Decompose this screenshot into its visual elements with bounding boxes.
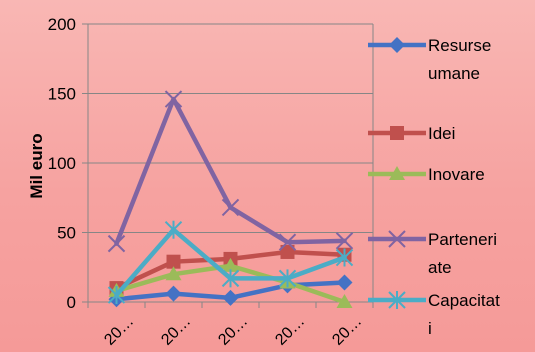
legend-label: ate — [428, 258, 452, 277]
data-point-idei — [280, 244, 295, 259]
data-point-parteneriate — [335, 232, 354, 250]
y-axis: 0 50 100 150 200 — [48, 15, 373, 312]
legend-label: Idei — [428, 124, 455, 143]
data-point-parteneriate — [278, 233, 297, 251]
x-marker-stroke — [164, 90, 183, 108]
data-point-capacitati — [335, 248, 354, 267]
y-tick-label: 50 — [57, 224, 76, 243]
series-layer — [107, 90, 354, 308]
legend-item-inovare: Inovare — [368, 165, 485, 184]
legend-marker — [390, 126, 404, 140]
legend-marker — [388, 230, 406, 248]
data-point-capacitati — [278, 269, 297, 288]
legend-label: Resurse — [428, 36, 491, 55]
x-tick-label: 20… — [329, 313, 365, 349]
x-axis: 20… 20… 20… 20… 20… — [87, 302, 374, 349]
series-line-parteneriate — [114, 96, 347, 246]
data-point-parteneriate — [107, 234, 126, 253]
legend-marker — [389, 166, 405, 180]
data-point-resurse-umane — [165, 285, 182, 302]
legend-label: Parteneri — [428, 230, 497, 249]
y-tick-label: 100 — [48, 154, 76, 173]
x-marker-stroke — [221, 198, 240, 217]
data-point-capacitati — [164, 220, 183, 239]
x-tick-label: 20… — [215, 313, 251, 349]
data-point-parteneriate — [221, 198, 240, 217]
legend-label: Capacitat — [428, 291, 500, 310]
series-parteneriate — [107, 90, 354, 253]
legend-marker — [389, 37, 405, 53]
x-marker-stroke — [388, 230, 406, 248]
y-tick-label: 0 — [67, 293, 76, 312]
y-tick-label: 200 — [48, 15, 76, 34]
x-marker-stroke — [107, 234, 126, 253]
data-point-idei — [166, 254, 181, 269]
data-point-inovare — [165, 266, 182, 281]
series-capacitati — [107, 220, 354, 305]
data-point-inovare — [222, 257, 239, 272]
x-tick-label: 20… — [272, 313, 308, 349]
data-point-parteneriate — [164, 90, 183, 108]
legend-item-parteneriate: Parteneri ate — [368, 230, 497, 277]
legend-marker — [388, 291, 406, 309]
legend-item-capacitati: Capacitat i — [368, 291, 500, 338]
x-tick-label: 20… — [158, 313, 194, 349]
legend-label: i — [428, 319, 432, 338]
y-tick-label: 150 — [48, 85, 76, 104]
legend-item-resurse-umane: Resurse umane — [368, 36, 491, 83]
data-point-capacitati — [107, 286, 126, 305]
data-point-resurse-umane — [222, 289, 239, 306]
x-tick-label: 20… — [101, 313, 137, 349]
legend: Resurse umane Idei Inovare Parteneri ate Capac… — [368, 36, 500, 338]
x-marker-stroke — [335, 232, 354, 250]
legend-label: umane — [428, 64, 480, 83]
legend-item-idei: Idei — [368, 124, 455, 143]
data-point-inovare — [336, 294, 353, 308]
data-point-resurse-umane — [336, 274, 353, 291]
x-marker-stroke — [278, 233, 297, 251]
data-point-capacitati — [221, 269, 240, 288]
legend-label: Inovare — [428, 165, 485, 184]
y-axis-label: Mil euro — [27, 133, 46, 198]
